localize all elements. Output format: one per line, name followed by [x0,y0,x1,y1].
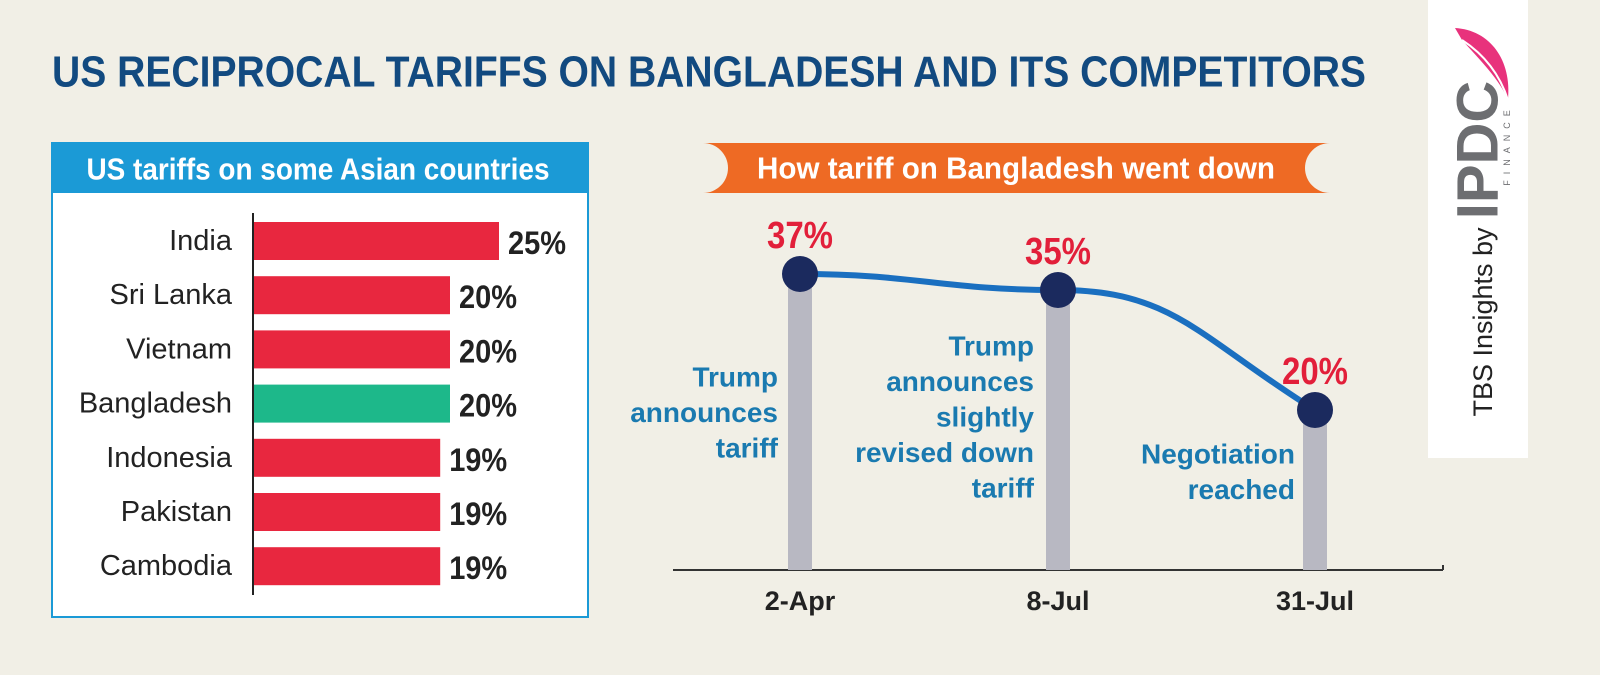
bar [254,330,450,369]
annotation: Trump [692,362,778,393]
line-chart-title: How tariff on Bangladesh went down [757,151,1275,186]
value-label: 20% [459,388,517,424]
category-label: India [169,225,233,257]
sidebar [1428,0,1528,458]
annotation: reached [1188,474,1295,505]
value-label: 19% [449,550,507,586]
main-title: US RECIPROCAL TARIFFS ON BANGLADESH AND … [52,48,1366,97]
value-label: 20% [459,279,517,315]
logo-feather [1455,28,1509,100]
logo-feather-line [1461,39,1509,101]
annotation: revised down [855,437,1034,468]
category-label: Bangladesh [79,388,232,420]
bar-panel [51,142,589,618]
x-tick-label: 8-Jul [1026,586,1089,616]
annotation: slightly [936,402,1034,433]
category-label: Vietnam [126,333,232,365]
annotation: announces [630,397,778,428]
point [1297,392,1333,428]
x-tick-label: 2-Apr [765,586,836,616]
x-tick-label: 31-Jul [1276,586,1354,616]
bar [254,547,441,586]
annotation: tariff [972,473,1035,504]
value-label: 20% [459,333,517,369]
value-label: 19% [449,496,507,532]
bar [254,222,499,260]
pillar [1046,290,1070,570]
value-label: 25% [508,225,566,261]
point [1040,272,1076,308]
bar [254,384,450,423]
bar-panel-header [52,143,588,193]
bar-chart-title: US tariffs on some Asian countries [87,152,550,187]
credit: TBS Insights by [1468,227,1498,417]
point [782,256,818,292]
bar [254,493,441,531]
annotation: announces [886,366,1034,397]
value-label: 20% [1282,351,1348,393]
category-label: Pakistan [121,496,232,528]
category-label: Indonesia [106,442,233,474]
value-label: 35% [1025,231,1091,273]
value-label: 37% [767,215,833,257]
line-panel-header [703,143,1330,193]
annotation: Trump [948,331,1034,362]
bar [254,276,450,315]
annotation: Negotiation [1141,439,1295,470]
pillar [1303,410,1327,570]
category-label: Cambodia [100,550,233,582]
pillar [788,274,812,570]
category-label: Sri Lanka [109,279,232,311]
logo: IPDC [1446,81,1511,220]
bar [254,438,441,477]
value-label: 19% [449,442,507,478]
annotation: tariff [716,433,779,464]
logo-subtitle: FINANCE [1502,104,1512,186]
